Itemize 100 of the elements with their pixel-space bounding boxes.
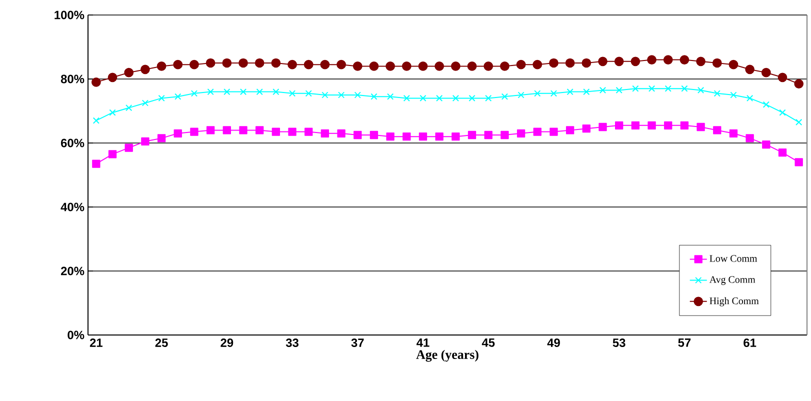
- point: [222, 58, 232, 68]
- point: [418, 132, 428, 141]
- point: [386, 62, 395, 71]
- point: [583, 88, 590, 96]
- point: [680, 121, 689, 130]
- x-tick-label: 37: [351, 338, 364, 348]
- point: [370, 93, 378, 100]
- point: [648, 121, 656, 130]
- point: [550, 128, 558, 136]
- point: [484, 130, 492, 140]
- x-tick-label: 57: [678, 338, 691, 347]
- point: [174, 93, 182, 100]
- point: [794, 158, 803, 166]
- legend-label: Avg Comm: [709, 276, 756, 285]
- point: [142, 100, 149, 106]
- x-tick-label: 41: [416, 338, 430, 347]
- y-tick-label: 60%: [60, 138, 84, 148]
- point: [778, 72, 788, 82]
- point: [190, 128, 198, 136]
- point: [696, 56, 706, 66]
- point: [108, 150, 117, 158]
- x-axis-title: Age (years): [416, 350, 478, 362]
- point: [598, 122, 607, 132]
- x-tick-label: 49: [547, 338, 560, 347]
- point: [418, 62, 428, 71]
- point: [91, 78, 101, 87]
- point: [206, 58, 216, 68]
- point: [746, 94, 754, 102]
- point: [630, 56, 640, 66]
- x-tick-label: 21: [90, 338, 102, 347]
- point: [615, 121, 624, 130]
- point: [681, 85, 688, 92]
- point: [222, 126, 231, 134]
- point: [582, 58, 592, 68]
- point: [256, 88, 263, 96]
- point: [304, 128, 313, 136]
- x-tick-label: 25: [155, 338, 168, 347]
- point: [599, 86, 606, 94]
- point: [796, 118, 802, 126]
- point: [696, 122, 705, 132]
- point: [434, 62, 444, 71]
- point: [614, 56, 624, 66]
- point: [712, 58, 722, 68]
- point: [256, 126, 264, 134]
- point: [239, 126, 248, 134]
- point: [109, 109, 116, 116]
- point: [288, 90, 296, 97]
- point: [402, 62, 412, 71]
- point: [450, 62, 460, 71]
- point: [354, 92, 361, 98]
- y-tick-label: 100%: [54, 10, 84, 20]
- point: [697, 86, 704, 94]
- point: [338, 92, 345, 98]
- point: [92, 117, 100, 124]
- point: [714, 90, 720, 97]
- point: [598, 56, 608, 66]
- point: [272, 88, 280, 96]
- point: [534, 90, 541, 97]
- point: [386, 93, 394, 100]
- point: [254, 58, 264, 68]
- point: [518, 92, 524, 98]
- point: [794, 79, 804, 88]
- x-tick-label: 45: [482, 338, 495, 347]
- point: [420, 94, 426, 102]
- point: [206, 126, 215, 134]
- legend-label: Low Comm: [710, 255, 758, 262]
- point: [779, 109, 786, 116]
- y-tick-label: 20%: [60, 266, 84, 276]
- point: [549, 58, 558, 68]
- point: [566, 88, 574, 96]
- point: [746, 134, 754, 142]
- point: [468, 94, 476, 102]
- point: [730, 92, 737, 98]
- point: [224, 88, 230, 96]
- point: [157, 134, 166, 142]
- point: [468, 130, 476, 140]
- point: [386, 132, 394, 141]
- point: [190, 90, 198, 97]
- point: [516, 129, 526, 138]
- point: [582, 124, 590, 133]
- point: [452, 94, 459, 102]
- point: [632, 85, 639, 92]
- point: [141, 137, 150, 146]
- point: [647, 55, 656, 64]
- point: [288, 60, 297, 70]
- point: [501, 93, 508, 100]
- point: [140, 64, 150, 74]
- point: [663, 55, 673, 64]
- point: [648, 85, 656, 92]
- point: [271, 58, 281, 68]
- point: [532, 60, 542, 70]
- point: [92, 160, 100, 168]
- x-tick-label: 61: [744, 338, 756, 347]
- point: [761, 68, 771, 78]
- point: [207, 88, 214, 96]
- point: [305, 90, 312, 97]
- point: [566, 126, 574, 134]
- point: [369, 62, 379, 71]
- point: [402, 132, 411, 141]
- point: [565, 58, 575, 68]
